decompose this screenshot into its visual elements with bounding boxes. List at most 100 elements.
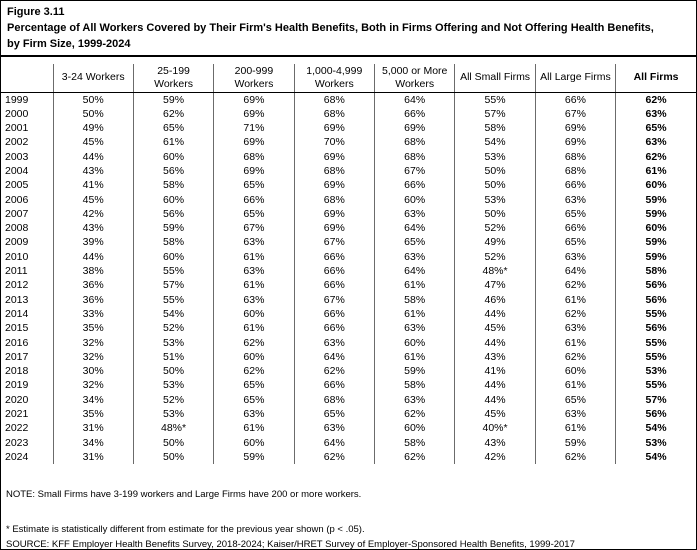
- table-row: 2011 38% 55% 63% 66% 64% 48%* 64% 58%: [1, 264, 696, 279]
- table-row: 2012 36% 57% 61% 66% 61% 47% 62% 56%: [1, 278, 696, 293]
- benefits-table: 3-24 Workers 25-199 Workers 200-999 Worker…: [1, 64, 696, 465]
- value-cell: 69%: [213, 135, 295, 150]
- value-cell: 52%: [454, 221, 536, 236]
- value-cell: 54%: [615, 421, 696, 436]
- value-cell: 62%: [213, 364, 295, 379]
- value-cell: 61%: [534, 421, 616, 436]
- value-cell: 51%: [132, 349, 214, 365]
- year-cell: 2014: [5, 307, 29, 320]
- value-cell: 66%: [373, 106, 455, 122]
- value-cell: 47%: [454, 278, 536, 293]
- value-cell: 44%: [454, 335, 536, 350]
- column-header: 1,000-4,999 Workers: [293, 64, 375, 93]
- value-cell: 57%: [454, 106, 536, 122]
- value-cell: 63%: [373, 206, 455, 222]
- value-cell: 59%: [213, 449, 295, 465]
- value-cell: 55%: [615, 378, 696, 393]
- value-cell: 62%: [213, 335, 295, 350]
- value-cell: 68%: [534, 163, 616, 179]
- year-cell: 2023: [5, 436, 29, 449]
- value-cell: 69%: [293, 206, 375, 222]
- year-cell: 2009: [5, 236, 29, 249]
- table-row: 2000 50% 62% 69% 68% 66% 57% 67% 63%: [1, 106, 696, 122]
- value-cell: 36%: [52, 278, 134, 293]
- value-cell: 59%: [373, 364, 455, 379]
- value-cell: 63%: [213, 292, 295, 307]
- year-cell: 2013: [5, 293, 29, 306]
- value-cell: 45%: [454, 407, 536, 422]
- value-cell: 68%: [213, 149, 295, 164]
- value-cell: 69%: [213, 92, 295, 107]
- table-header-row: 3-24 Workers 25-199 Workers 200-999 Worker…: [1, 64, 696, 93]
- table-row: 2007 42% 56% 65% 69% 63% 50% 65% 59%: [1, 206, 696, 222]
- value-cell: 70%: [293, 135, 375, 150]
- value-cell: 62%: [132, 106, 214, 122]
- value-cell: 69%: [534, 135, 616, 150]
- value-cell: 61%: [213, 278, 295, 293]
- value-cell: 48%*: [454, 264, 536, 279]
- value-cell: 67%: [213, 221, 295, 236]
- value-cell: 62%: [293, 449, 375, 465]
- value-cell: 66%: [293, 306, 375, 322]
- value-cell: 64%: [293, 349, 375, 365]
- value-cell: 56%: [615, 407, 696, 422]
- year-cell: 2020: [5, 393, 29, 406]
- value-cell: 60%: [615, 178, 696, 193]
- value-cell: 41%: [52, 178, 134, 193]
- value-cell: 31%: [52, 449, 134, 465]
- value-cell: 69%: [293, 178, 375, 193]
- value-cell: 52%: [132, 321, 214, 336]
- value-cell: 66%: [293, 278, 375, 293]
- value-cell: 53%: [454, 149, 536, 164]
- value-cell: 46%: [454, 292, 536, 307]
- year-cell: 2021: [5, 408, 29, 421]
- value-cell: 69%: [213, 163, 295, 179]
- value-cell: 60%: [132, 249, 214, 265]
- value-cell: 53%: [132, 378, 214, 393]
- value-cell: 53%: [615, 364, 696, 379]
- year-cell: 2017: [5, 350, 29, 363]
- value-cell: 50%: [52, 106, 134, 122]
- year-cell: 2008: [5, 222, 29, 235]
- value-cell: 67%: [293, 292, 375, 307]
- value-cell: 60%: [132, 149, 214, 164]
- value-cell: 62%: [293, 364, 375, 379]
- value-cell: 67%: [293, 235, 375, 250]
- column-header: 200-999 Workers: [213, 64, 295, 93]
- value-cell: 65%: [534, 235, 616, 250]
- value-cell: 59%: [615, 249, 696, 265]
- table-row: 2008 43% 59% 67% 69% 64% 52% 66% 60%: [1, 221, 696, 236]
- value-cell: 53%: [454, 192, 536, 207]
- value-cell: 58%: [132, 178, 214, 193]
- value-cell: 64%: [373, 92, 455, 107]
- value-cell: 61%: [132, 135, 214, 150]
- value-cell: 69%: [373, 121, 455, 136]
- table-body: 1999 50% 59% 69% 68% 64% 55% 66% 62% 2000 50% 62% 69…: [1, 92, 696, 465]
- value-cell: 50%: [454, 163, 536, 179]
- value-cell: 65%: [213, 378, 295, 393]
- value-cell: 58%: [615, 264, 696, 279]
- value-cell: 61%: [615, 163, 696, 179]
- value-cell: 60%: [534, 364, 616, 379]
- value-cell: 58%: [373, 378, 455, 393]
- value-cell: 63%: [534, 192, 616, 207]
- value-cell: 60%: [213, 349, 295, 365]
- value-cell: 71%: [213, 121, 295, 136]
- value-cell: 64%: [373, 221, 455, 236]
- value-cell: 66%: [534, 178, 616, 193]
- value-cell: 38%: [52, 264, 134, 279]
- value-cell: 61%: [373, 278, 455, 293]
- value-cell: 66%: [534, 92, 616, 107]
- value-cell: 65%: [213, 206, 295, 222]
- note-text: NOTE: Small Firms have 3-199 workers and…: [6, 489, 362, 501]
- table-row: 2023 34% 50% 60% 64% 58% 43% 59% 53%: [1, 435, 696, 450]
- value-cell: 59%: [615, 192, 696, 207]
- value-cell: 44%: [52, 249, 134, 265]
- table-row: 2017 32% 51% 60% 64% 61% 43% 62% 55%: [1, 349, 696, 365]
- value-cell: 50%: [454, 206, 536, 222]
- value-cell: 65%: [534, 392, 616, 408]
- value-cell: 61%: [373, 306, 455, 322]
- value-cell: 63%: [213, 407, 295, 422]
- column-header: All Firms: [615, 64, 696, 93]
- table-row: 2001 49% 65% 71% 69% 69% 58% 69% 65%: [1, 121, 696, 136]
